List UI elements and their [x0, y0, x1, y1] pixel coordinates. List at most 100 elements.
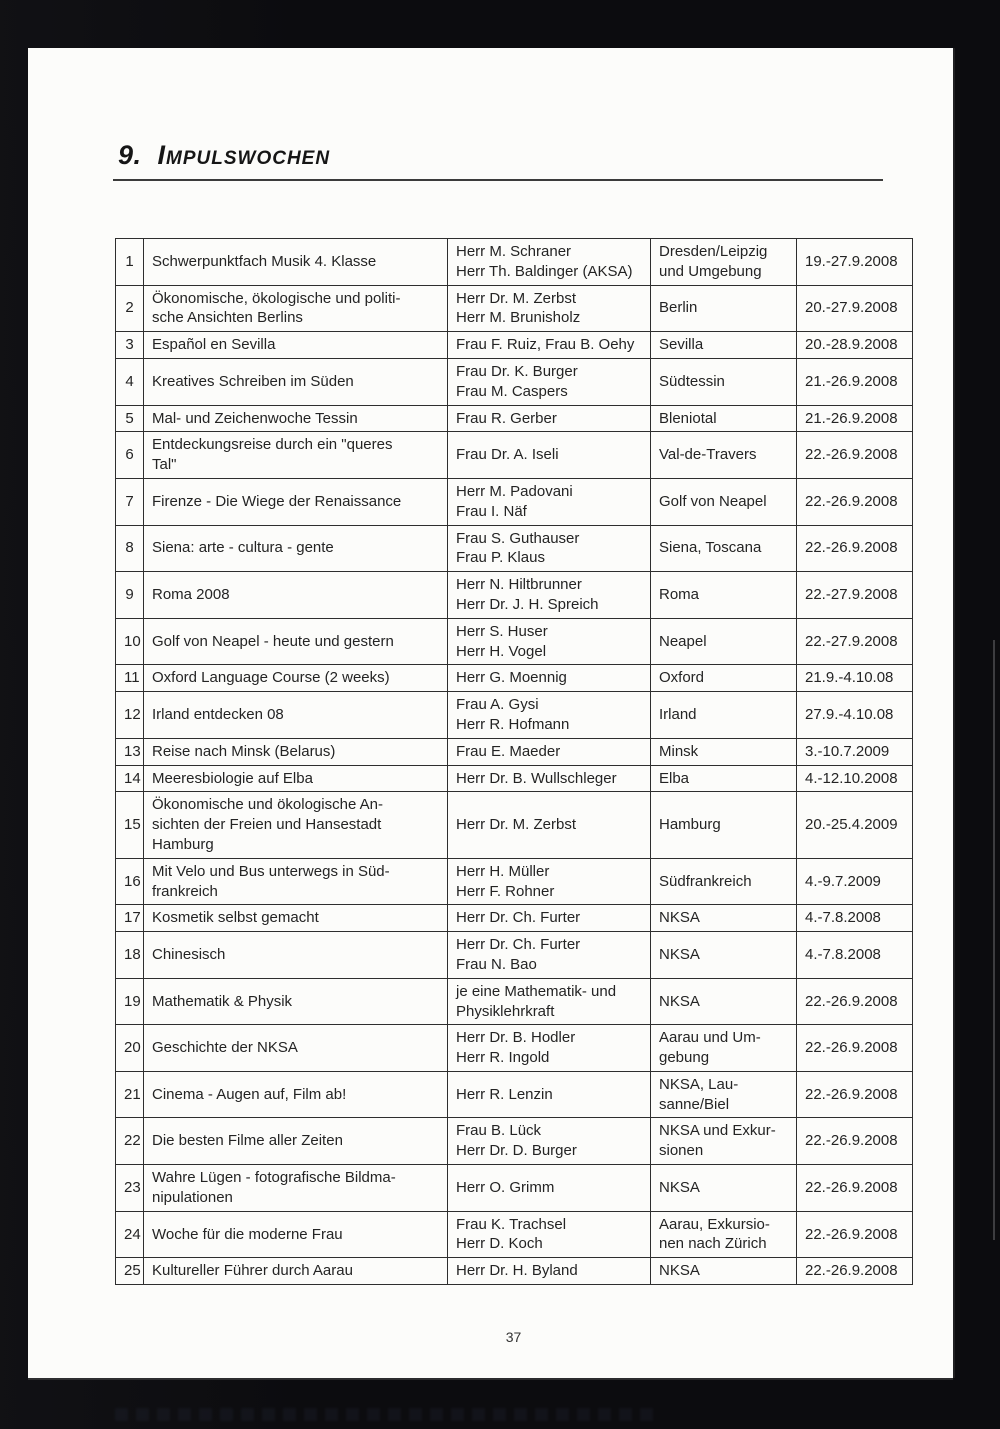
- date-cell: 3.-10.7.2009: [796, 737, 913, 766]
- leader-cell: Frau Dr. K. Burger Frau M. Caspers: [447, 357, 651, 406]
- topic-cell: Ökonomische und ökologische An- sichten …: [143, 791, 448, 859]
- topic-cell: Oxford Language Course (2 weeks): [143, 664, 448, 693]
- section-number: 9.: [118, 140, 142, 170]
- table-row: 11 Oxford Language Course (2 weeks) Herr…: [115, 664, 913, 693]
- date-cell: 22.-26.9.2008: [796, 524, 913, 573]
- location-cell: NKSA: [650, 1257, 797, 1286]
- page-number: 37: [505, 1329, 522, 1345]
- table-row: 9 Roma 2008 Herr N. Hiltbrunner Herr Dr.…: [115, 571, 913, 619]
- table-row: 22 Die besten Filme aller Zeiten Frau B.…: [115, 1117, 913, 1166]
- topic-cell: Cinema - Augen auf, Film ab!: [143, 1070, 448, 1119]
- date-cell: 19.-27.9.2008: [796, 238, 913, 286]
- leader-cell: je eine Mathematik- und Physiklehrkraft: [447, 977, 651, 1026]
- leader-cell: Herr N. Hiltbrunner Herr Dr. J. H. Sprei…: [447, 571, 651, 619]
- topic-cell: Entdeckungsreise durch ein "queres Tal": [143, 431, 448, 479]
- topic-cell: Reise nach Minsk (Belarus): [143, 737, 448, 766]
- location-cell: Val-de-Travers: [650, 431, 797, 479]
- date-cell: 22.-27.9.2008: [796, 617, 913, 666]
- table-row: 25 Kultureller Führer durch Aarau Herr D…: [115, 1257, 913, 1286]
- date-cell: 21.-26.9.2008: [796, 357, 913, 406]
- topic-cell: Kreatives Schreiben im Süden: [143, 357, 448, 406]
- table-row: 16 Mit Velo und Bus unterwegs in Süd- fr…: [115, 857, 913, 906]
- impulswochen-table-body: 1 Schwerpunktfach Musik 4. Klasse Herr M…: [115, 238, 913, 1286]
- leader-cell: Frau F. Ruiz, Frau B. Oehy: [447, 331, 651, 359]
- document-page: 9. Impulswochen 1 Schwerpunktfach Musik 4…: [28, 48, 953, 1378]
- table-row: 6 Entdeckungsreise durch ein "queres Tal…: [115, 431, 913, 479]
- date-cell: 27.9.-4.10.08: [796, 691, 913, 739]
- row-number-cell: 7: [115, 477, 144, 526]
- row-number-cell: 1: [115, 238, 144, 286]
- location-cell: Hamburg: [650, 791, 797, 859]
- table-row: 24 Woche für die moderne Frau Frau K. Tr…: [115, 1210, 913, 1259]
- date-cell: 4.-9.7.2009: [796, 857, 913, 906]
- date-cell: 20.-25.4.2009: [796, 791, 913, 859]
- topic-cell: Ökonomische, ökologische und politi- sch…: [143, 284, 448, 333]
- location-cell: NKSA: [650, 904, 797, 933]
- leader-cell: Herr G. Moennig: [447, 664, 651, 693]
- location-cell: Berlin: [650, 284, 797, 333]
- row-number-cell: 2: [115, 284, 144, 333]
- leader-cell: Frau K. Trachsel Herr D. Koch: [447, 1210, 651, 1259]
- topic-cell: Mal- und Zeichenwoche Tessin: [143, 404, 448, 433]
- row-number-cell: 22: [115, 1117, 144, 1166]
- location-cell: Südtessin: [650, 357, 797, 406]
- location-cell: NKSA: [650, 931, 797, 979]
- date-cell: 4.-12.10.2008: [796, 764, 913, 793]
- row-number-cell: 6: [115, 431, 144, 479]
- table-row: 4 Kreatives Schreiben im Süden Frau Dr. …: [115, 357, 913, 406]
- row-number-cell: 12: [115, 691, 144, 739]
- row-number-cell: 10: [115, 617, 144, 666]
- date-cell: 22.-26.9.2008: [796, 977, 913, 1026]
- leader-cell: Frau A. Gysi Herr R. Hofmann: [447, 691, 651, 739]
- location-cell: NKSA und Exkur- sionen: [650, 1117, 797, 1166]
- leader-cell: Herr H. Müller Herr F. Rohner: [447, 857, 651, 906]
- location-cell: Aarau und Um- gebung: [650, 1024, 797, 1072]
- row-number-cell: 8: [115, 524, 144, 573]
- table-row: 5 Mal- und Zeichenwoche Tessin Frau R. G…: [115, 404, 913, 433]
- row-number-cell: 4: [115, 357, 144, 406]
- date-cell: 4.-7.8.2008: [796, 931, 913, 979]
- leader-cell: Herr Dr. H. Byland: [447, 1257, 651, 1286]
- date-cell: 20.-28.9.2008: [796, 331, 913, 359]
- topic-cell: Chinesisch: [143, 931, 448, 979]
- row-number-cell: 20: [115, 1024, 144, 1072]
- location-cell: NKSA: [650, 1164, 797, 1212]
- table-row: 13 Reise nach Minsk (Belarus) Frau E. Ma…: [115, 737, 913, 766]
- table-row: 23 Wahre Lügen - fotografische Bildma- n…: [115, 1164, 913, 1212]
- topic-cell: Irland entdecken 08: [143, 691, 448, 739]
- location-cell: Oxford: [650, 664, 797, 693]
- table-row: 7 Firenze - Die Wiege der Renaissance He…: [115, 477, 913, 526]
- topic-cell: Siena: arte - cultura - gente: [143, 524, 448, 573]
- date-cell: 21.9.-4.10.08: [796, 664, 913, 693]
- row-number-cell: 9: [115, 571, 144, 619]
- leader-cell: Herr S. Huser Herr H. Vogel: [447, 617, 651, 666]
- topic-cell: Schwerpunktfach Musik 4. Klasse: [143, 238, 448, 286]
- location-cell: Golf von Neapel: [650, 477, 797, 526]
- leader-cell: Herr Dr. M. Zerbst Herr M. Brunisholz: [447, 284, 651, 333]
- leader-cell: Herr Dr. M. Zerbst: [447, 791, 651, 859]
- leader-cell: Herr M. Padovani Frau I. Näf: [447, 477, 651, 526]
- row-number-cell: 14: [115, 764, 144, 793]
- table-row: 8 Siena: arte - cultura - gente Frau S. …: [115, 524, 913, 573]
- row-number-cell: 19: [115, 977, 144, 1026]
- leader-cell: Herr Dr. Ch. Furter Frau N. Bao: [447, 931, 651, 979]
- table-row: 19 Mathematik & Physik je eine Mathemati…: [115, 977, 913, 1026]
- date-cell: 22.-26.9.2008: [796, 477, 913, 526]
- row-number-cell: 25: [115, 1257, 144, 1286]
- topic-cell: Firenze - Die Wiege der Renaissance: [143, 477, 448, 526]
- location-cell: Minsk: [650, 737, 797, 766]
- row-number-cell: 16: [115, 857, 144, 906]
- location-cell: NKSA, Lau- sanne/Biel: [650, 1070, 797, 1119]
- topic-cell: Kultureller Führer durch Aarau: [143, 1257, 448, 1286]
- row-number-cell: 24: [115, 1210, 144, 1259]
- table-row: 17 Kosmetik selbst gemacht Herr Dr. Ch. …: [115, 904, 913, 933]
- location-cell: Aarau, Exkursio- nen nach Zürich: [650, 1210, 797, 1259]
- leader-cell: Herr Dr. B. Wullschleger: [447, 764, 651, 793]
- row-number-cell: 13: [115, 737, 144, 766]
- table-row: 15 Ökonomische und ökologische An- sicht…: [115, 791, 913, 859]
- date-cell: 22.-26.9.2008: [796, 1117, 913, 1166]
- row-number-cell: 18: [115, 931, 144, 979]
- leader-cell: Herr Dr. Ch. Furter: [447, 904, 651, 933]
- heading-rule: [113, 179, 883, 181]
- row-number-cell: 21: [115, 1070, 144, 1119]
